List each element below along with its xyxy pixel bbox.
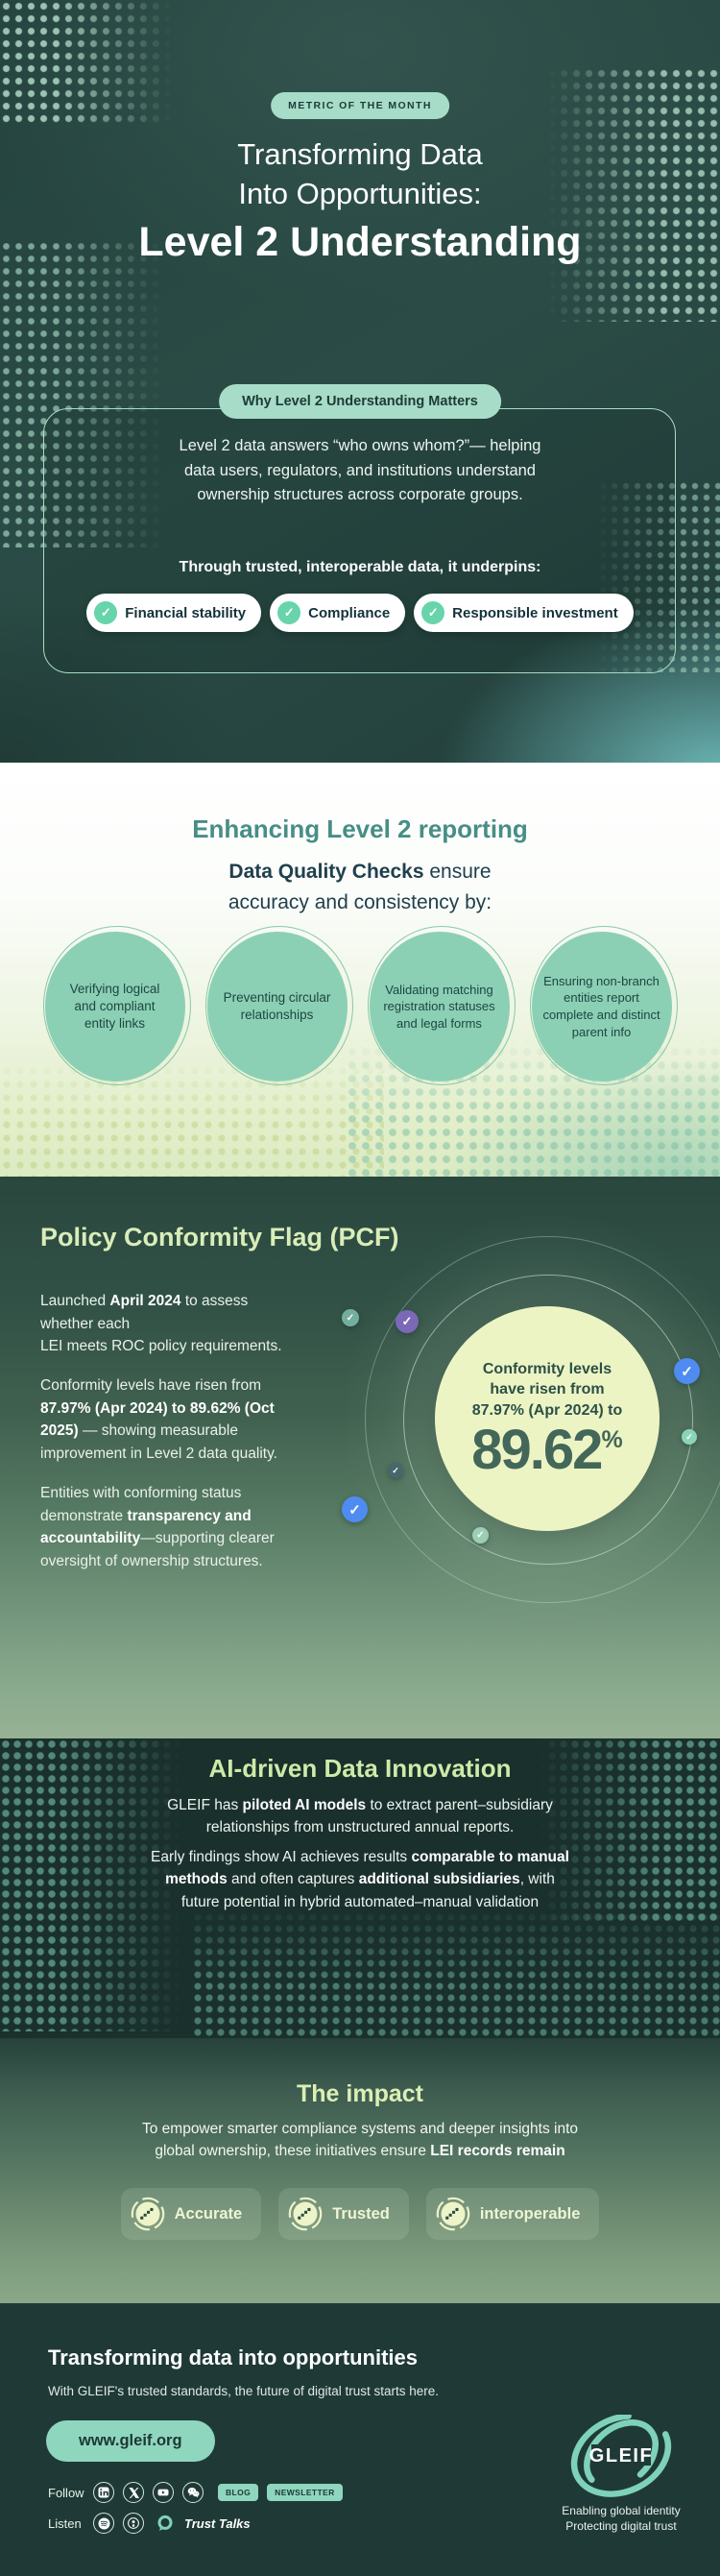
- quality-subtitle: Data Quality Checks ensure accuracy and …: [228, 861, 492, 913]
- card-label: interoperable: [479, 2204, 581, 2223]
- apple-podcasts-icon[interactable]: [123, 2513, 144, 2534]
- check-badge-purple: [396, 1310, 419, 1333]
- quality-circle-2: Preventing circular relationships: [204, 926, 353, 1085]
- check-badge-teal: [342, 1309, 359, 1326]
- ai-paragraph-2: Early findings show AI achieves results …: [151, 1849, 569, 1910]
- quality-circle-1: Verifying logical and compliant entity l…: [42, 926, 191, 1085]
- circle-text: Verifying logical and compliant entity l…: [69, 981, 160, 1032]
- circle-text: Preventing circular relationships: [223, 989, 331, 1022]
- underpin-pills: Financial stability Compliance Responsib…: [0, 594, 720, 632]
- spotify-icon[interactable]: [93, 2513, 114, 2534]
- follow-row: Follow BLOG NEWSLETTER: [48, 2482, 343, 2503]
- circle-text: Validating matching registration statuse…: [383, 982, 495, 1031]
- listen-label: Listen: [48, 2515, 82, 2531]
- quality-circle-3: Validating matching registration statuse…: [367, 926, 516, 1085]
- x-icon[interactable]: [123, 2482, 144, 2503]
- dotted-check-icon: [131, 2197, 164, 2231]
- pcf-paragraph-2: Conformity levels have risen from 87.97%…: [40, 1377, 277, 1462]
- quality-circles: Verifying logical and compliant entity l…: [0, 926, 720, 1085]
- gleif-logo-text: GLEIF: [589, 2445, 653, 2467]
- pill-financial-stability: Financial stability: [86, 594, 262, 632]
- impact-card-trusted: Trusted: [278, 2188, 409, 2240]
- pcf-title: Policy Conformity Flag (PCF): [40, 1223, 399, 1252]
- check-icon: [94, 601, 118, 624]
- stat-value: 89.62 %: [471, 1422, 622, 1478]
- footer-tagline: Enabling global identity Protecting digi…: [562, 2504, 681, 2534]
- stat-lead-text: Conformity levels have risen from 87.97%…: [471, 1361, 623, 1419]
- impact-title: The impact: [297, 2080, 423, 2107]
- check-icon: [421, 601, 445, 624]
- follow-label: Follow: [48, 2485, 84, 2500]
- ai-title: AI-driven Data Innovation: [208, 1754, 512, 1783]
- pcf-section: Policy Conformity Flag (PCF) Launched Ap…: [0, 1177, 720, 1738]
- ai-paragraph-1: GLEIF has piloted AI models to extract p…: [167, 1797, 553, 1836]
- newsletter-button[interactable]: NEWSLETTER: [267, 2484, 343, 2501]
- card-label: Accurate: [174, 2204, 243, 2223]
- conformity-stat-circle: Conformity levels have risen from 87.97%…: [435, 1306, 660, 1531]
- underpins-label: Through trusted, interoperable data, it …: [179, 559, 541, 575]
- gleif-logo: GLEIF: [570, 2415, 672, 2497]
- stat-percent-sign: %: [601, 1425, 623, 1453]
- pill-label: Compliance: [308, 604, 391, 621]
- hero-title-line3: Level 2 Understanding: [138, 219, 582, 265]
- impact-section: The impact To empower smarter compliance…: [0, 2038, 720, 2303]
- blog-button[interactable]: BLOG: [218, 2484, 259, 2501]
- trust-talks-label[interactable]: Trust Talks: [184, 2515, 251, 2531]
- impact-text: To empower smarter compliance systems an…: [141, 2121, 578, 2159]
- check-badge-blue-left: [342, 1496, 368, 1522]
- pixel-pattern: [0, 0, 187, 127]
- youtube-icon[interactable]: [153, 2482, 174, 2503]
- pill-responsible-investment: Responsible investment: [414, 594, 634, 632]
- pcf-paragraph-3: Entities with conforming status demonstr…: [40, 1485, 275, 1569]
- quality-section: Enhancing Level 2 reporting Data Quality…: [0, 763, 720, 1177]
- footer-heading: Transforming data into opportunities: [48, 2345, 418, 2369]
- pill-label: Responsible investment: [452, 604, 618, 621]
- gleif-url-button[interactable]: www.gleif.org: [46, 2420, 215, 2462]
- dotted-check-icon: [288, 2197, 323, 2231]
- check-icon: [277, 601, 301, 624]
- dotted-check-icon: [436, 2197, 470, 2231]
- card-label: Trusted: [332, 2204, 390, 2223]
- impact-card-interoperable: interoperable: [425, 2188, 600, 2240]
- quality-title: Enhancing Level 2 reporting: [192, 814, 528, 843]
- ai-section: AI-driven Data Innovation GLEIF has pilo…: [0, 1738, 720, 2038]
- stat-number: 89.62: [471, 1418, 603, 1481]
- pcf-paragraph-1: Launched April 2024 to assess whether ea…: [40, 1293, 282, 1355]
- quality-circle-4: Ensuring non-branch entities report comp…: [529, 926, 678, 1085]
- footer-section: Transforming data into opportunities Wit…: [0, 2303, 720, 2576]
- pill-label: Financial stability: [125, 604, 247, 621]
- orbit-ring-inner: [403, 1275, 693, 1565]
- orbit-ring-outer: [365, 1236, 720, 1603]
- check-badge-blue-right: [674, 1358, 700, 1384]
- impact-card-accurate: Accurate: [120, 2188, 262, 2240]
- metric-of-month-badge: METRIC OF THE MONTH: [271, 92, 449, 119]
- why-matters-text: Level 2 data answers “who owns whom?”— h…: [179, 437, 541, 504]
- trust-talks-logo[interactable]: [156, 2515, 174, 2532]
- why-matters-badge: Why Level 2 Understanding Matters: [219, 384, 501, 419]
- listen-row: Listen Trust Talks: [48, 2513, 251, 2534]
- hero-section: METRIC OF THE MONTH Transforming Data In…: [0, 0, 720, 763]
- wechat-icon[interactable]: [182, 2482, 204, 2503]
- hero-title-line2: Into Opportunities:: [238, 177, 482, 210]
- hero-title-line1: Transforming Data: [237, 137, 483, 171]
- pixel-pattern: [192, 1900, 720, 2038]
- footer-subheading: With GLEIF's trusted standards, the futu…: [48, 2384, 440, 2398]
- circle-text: Ensuring non-branch entities report comp…: [542, 973, 660, 1039]
- impact-cards: Accurate Trusted: [0, 2188, 720, 2240]
- check-badge-mint-bottom: [472, 1527, 489, 1543]
- check-badge-mint-right: [682, 1429, 697, 1445]
- linkedin-icon[interactable]: [93, 2482, 114, 2503]
- pill-compliance: Compliance: [270, 594, 406, 632]
- check-badge-slate: [388, 1463, 403, 1478]
